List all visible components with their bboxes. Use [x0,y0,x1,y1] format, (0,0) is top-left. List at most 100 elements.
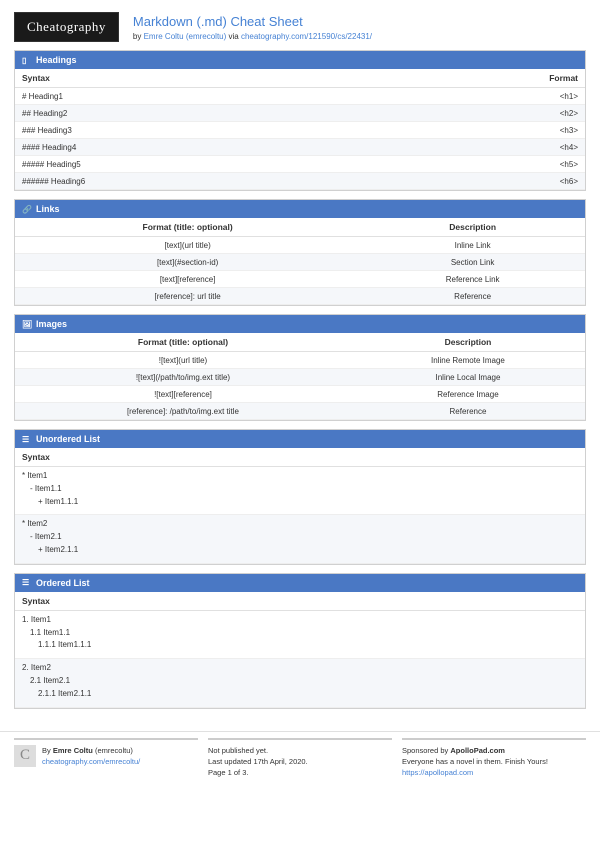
cell: <h3> [382,122,585,139]
list-line: + Item1.1.1 [22,496,578,509]
unordered-header: ☰Unordered List [15,430,585,448]
list-line: * Item1 [22,470,578,483]
page-number: Page 1 of 3. [208,767,392,778]
title-block: Markdown (.md) Cheat Sheet by Emre Coltu… [133,12,586,41]
list-icon: ☰ [22,435,31,444]
ordered-title: Ordered List [36,578,90,588]
cell: # Heading1 [15,88,382,105]
col-desc: Description [351,333,585,352]
list-line: 2.1 Item2.1 [22,675,578,688]
list-line: 1. Item1 [22,614,578,627]
list-item: * Item1 - Item1.1 + Item1.1.1 [15,467,585,515]
cell: <h4> [382,139,585,156]
list-line: 1.1.1 Item1.1.1 [22,639,578,652]
cell: ###### Heading6 [15,173,382,190]
byline: by Emre Coltu (emrecoltu) via cheatograp… [133,32,586,41]
headings-header: ▯ Headings [15,51,585,69]
list-icon: ☰ [22,578,31,587]
footer-author: Emre Coltu [53,746,93,755]
col-format: Format (title: optional) [15,333,351,352]
sponsor-link[interactable]: https://apollopad.com [402,768,473,777]
cell: [reference]: url title [15,288,360,305]
links-section: 🔗 Links Format (title: optional)Descripti… [14,199,586,306]
source-link[interactable]: cheatography.com/121590/cs/22431/ [241,32,372,41]
list-line: * Item2 [22,518,578,531]
col-syntax: Syntax [15,69,382,88]
page-title: Markdown (.md) Cheat Sheet [133,14,586,29]
sponsor-prefix: Sponsored by [402,746,450,755]
byline-via: via [226,32,241,41]
col-syntax: Syntax [15,448,585,467]
unordered-section: ☰Unordered List Syntax * Item1 - Item1.1… [14,429,586,565]
image-icon: 🖼 [22,320,31,329]
images-header: 🖼 Images [15,315,585,333]
headings-section: ▯ Headings SyntaxFormat # Heading1<h1> ##… [14,50,586,191]
page-footer: C By Emre Coltu (emrecoltu) cheatography… [0,731,600,791]
cell: Reference Link [360,271,585,288]
site-logo[interactable]: Cheatography [14,12,119,42]
cell: #### Heading4 [15,139,382,156]
publish-status: Not published yet. [208,745,392,756]
headings-table: SyntaxFormat # Heading1<h1> ## Heading2<… [15,69,585,190]
cell: [reference]: /path/to/img.ext title [15,403,351,420]
footer-handle: (emrecoltu) [93,746,133,755]
headings-icon: ▯ [22,56,31,65]
page-header: Cheatography Markdown (.md) Cheat Sheet … [0,0,600,50]
link-icon: 🔗 [22,205,31,214]
cell: [text](#section-id) [15,254,360,271]
cell: Inline Local Image [351,369,585,386]
cell: ![text](/path/to/img.ext title) [15,369,351,386]
list-line: + Item2.1.1 [22,544,578,557]
cell: ## Heading2 [15,105,382,122]
cell: <h1> [382,88,585,105]
cell: Reference Image [351,386,585,403]
links-title: Links [36,204,60,214]
col-format: Format [382,69,585,88]
list-line: - Item2.1 [22,531,578,544]
col-syntax: Syntax [15,592,585,611]
last-updated: Last updated 17th April, 2020. [208,756,392,767]
cell: ### Heading3 [15,122,382,139]
avatar: C [14,745,36,767]
images-title: Images [36,319,67,329]
cell: <h5> [382,156,585,173]
cell: ![text][reference] [15,386,351,403]
list-item: 1. Item1 1.1 Item1.1 1.1.1 Item1.1.1 [15,611,585,659]
footer-profile-link[interactable]: cheatography.com/emrecoltu/ [42,757,140,766]
list-item: * Item2 - Item2.1 + Item2.1.1 [15,515,585,563]
cell: Inline Remote Image [351,352,585,369]
list-item: 2. Item2 2.1 Item2.1 2.1.1 Item2.1.1 [15,659,585,707]
list-line: 2.1.1 Item2.1.1 [22,688,578,701]
cell: Section Link [360,254,585,271]
footer-author-col: C By Emre Coltu (emrecoltu) cheatography… [14,738,198,779]
headings-title: Headings [36,55,77,65]
ordered-section: ☰ Ordered List Syntax 1. Item1 1.1 Item1.… [14,573,586,709]
images-section: 🖼 Images Format (title: optional)Descript… [14,314,586,421]
cell: ![text](url title) [15,352,351,369]
list-line: 1.1 Item1.1 [22,627,578,640]
sponsor-name: ApolloPad.com [450,746,505,755]
by-label: By [42,746,53,755]
logo-text: Cheatography [27,19,106,34]
ordered-header: ☰ Ordered List [15,574,585,592]
cell: [text](url title) [15,237,360,254]
links-table: Format (title: optional)Description [tex… [15,218,585,305]
list-line: - Item1.1 [22,483,578,496]
list-line: 2. Item2 [22,662,578,675]
footer-sponsor-col: Sponsored by ApolloPad.com Everyone has … [402,738,586,779]
author-link[interactable]: Emre Coltu (emrecoltu) [144,32,227,41]
cell: [text][reference] [15,271,360,288]
cell: Reference [360,288,585,305]
sponsor-tagline: Everyone has a novel in them. Finish You… [402,756,586,767]
col-desc: Description [360,218,585,237]
cell: Inline Link [360,237,585,254]
links-header: 🔗 Links [15,200,585,218]
images-table: Format (title: optional)Description ![te… [15,333,585,420]
col-format: Format (title: optional) [15,218,360,237]
footer-meta-col: Not published yet. Last updated 17th Apr… [208,738,392,779]
cell: <h6> [382,173,585,190]
cell: <h2> [382,105,585,122]
byline-prefix: by [133,32,144,41]
cell: ##### Heading5 [15,156,382,173]
cell: Reference [351,403,585,420]
